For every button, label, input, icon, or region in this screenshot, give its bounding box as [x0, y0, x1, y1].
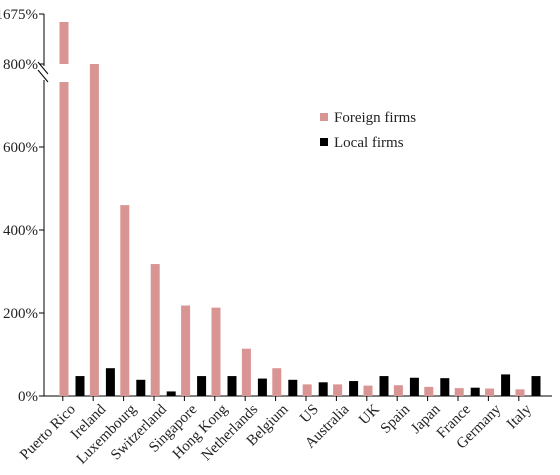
- bar-foreign-firms: [89, 64, 99, 396]
- bar-foreign-firms: [393, 385, 403, 396]
- bar-local-firms: [470, 387, 480, 396]
- bar-foreign-firms: [181, 305, 191, 396]
- category-label: Italy: [504, 401, 535, 432]
- bar-foreign-firms: [363, 385, 373, 396]
- bar-local-firms: [440, 378, 450, 396]
- bar-foreign-firms: [454, 388, 464, 396]
- legend-label: Local firms: [334, 135, 404, 151]
- bar-local-firms: [136, 379, 146, 396]
- bar-local-firms: [409, 377, 419, 396]
- bar-local-firms: [288, 379, 298, 396]
- bar-foreign-firms: [515, 389, 525, 396]
- axes: [37, 13, 552, 401]
- y-tick-label: 200%: [3, 306, 38, 322]
- y-tick-label: 0%: [18, 389, 38, 405]
- legend-swatch: [320, 113, 328, 121]
- bar-local-firms: [197, 376, 207, 396]
- bar-foreign-firms: [272, 368, 282, 396]
- bar-local-firms: [75, 376, 85, 396]
- y-tick-label: 400%: [3, 223, 38, 239]
- y-tick-label: 800%: [3, 57, 38, 73]
- bar-foreign-firms: [333, 384, 343, 396]
- category-label: Spain: [378, 401, 414, 437]
- bar-foreign-firms: [241, 348, 251, 396]
- labels: 0%200%400%600%800%1675%Puerto RicoIrelan…: [0, 7, 535, 467]
- bar-foreign-firms: [59, 82, 69, 396]
- bar-local-firms: [105, 368, 115, 396]
- category-label: US: [297, 402, 322, 427]
- bar-local-firms: [166, 391, 176, 396]
- legend: Foreign firms Local firms: [320, 110, 416, 151]
- bars: [59, 22, 541, 396]
- bar-local-firms: [257, 378, 267, 396]
- bar-local-firms: [501, 374, 511, 396]
- legend-swatch: [320, 138, 328, 146]
- bar-foreign-firms: [302, 384, 312, 396]
- y-tick-label: 600%: [3, 140, 38, 156]
- y-tick-label: 1675%: [0, 7, 38, 23]
- legend-label: Foreign firms: [334, 110, 416, 126]
- bar-foreign-firms: [120, 205, 130, 396]
- axis-break-mark: [37, 69, 49, 83]
- bar-local-firms: [379, 376, 389, 396]
- bar-local-firms: [531, 376, 541, 396]
- bar-local-firms: [318, 382, 328, 396]
- bar-foreign-firms-upper: [59, 22, 69, 64]
- bar-local-firms: [349, 381, 359, 396]
- bar-foreign-firms: [211, 307, 221, 396]
- bar-foreign-firms: [485, 388, 495, 396]
- bar-foreign-firms: [150, 264, 160, 396]
- bar-local-firms: [227, 376, 237, 396]
- bar-foreign-firms: [424, 386, 434, 396]
